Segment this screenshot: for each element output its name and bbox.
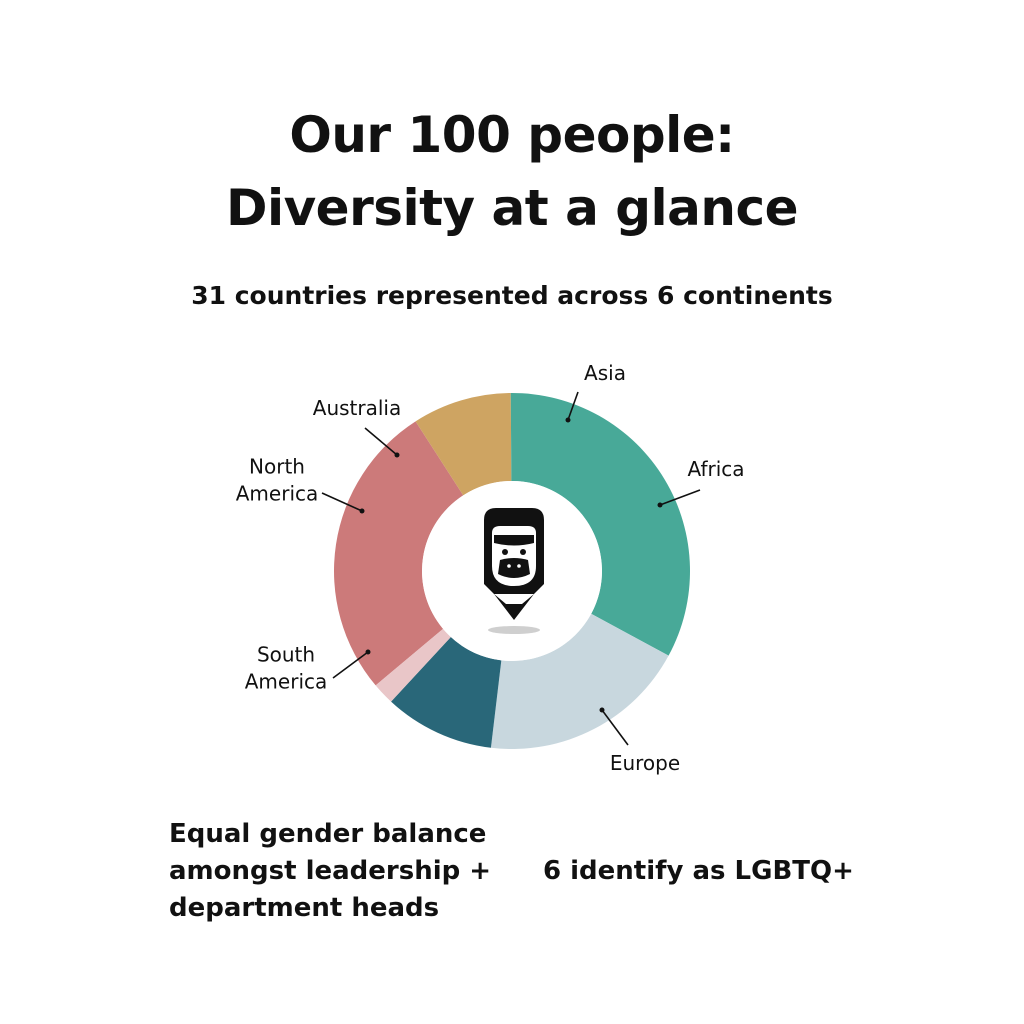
donut-labels: Asia Africa Europe South America North America… [236,361,745,775]
leader-line [364,427,398,456]
slice-europe [510,393,690,656]
slice-africa [415,393,512,496]
gender-balance-line: department heads [169,893,440,923]
label-south-america: South America [245,643,328,694]
page-title-line-2: Diversity at a glance [225,179,799,237]
gender-balance-line: Equal gender balance [169,819,487,849]
slice-asia [334,421,464,686]
slice-south-america [490,613,669,749]
leader-dot [599,707,605,713]
label-north-america: North America [236,455,319,506]
label-asia: Asia [584,361,626,385]
lgbtq-fact: 6 identify as LGBTQ+ [543,856,854,886]
label-europe: Europe [610,751,680,775]
page-title-line-1: Our 100 people: [289,106,735,164]
label-australia: Australia [313,396,401,420]
slice-north-america [391,637,502,748]
leader-dot [359,508,365,514]
leader-line [601,709,629,746]
leader-line [659,489,701,506]
leader-line [567,391,579,421]
leader-dot [394,452,400,458]
slice-australia [375,628,451,702]
gender-balance-line: amongst leadership + [169,856,492,886]
leader-dot [365,649,371,655]
leader-dot [657,502,663,508]
gender-balance-fact: Equal gender balance amongst leadership … [169,816,529,927]
leader-line [321,492,363,512]
gorilla-pencil-logo-icon [484,508,544,634]
donut-slices [334,393,690,749]
subtitle: 31 countries represented across 6 contin… [191,281,833,310]
leader-line [332,651,369,679]
label-africa: Africa [687,457,744,481]
leader-dot [565,417,571,423]
